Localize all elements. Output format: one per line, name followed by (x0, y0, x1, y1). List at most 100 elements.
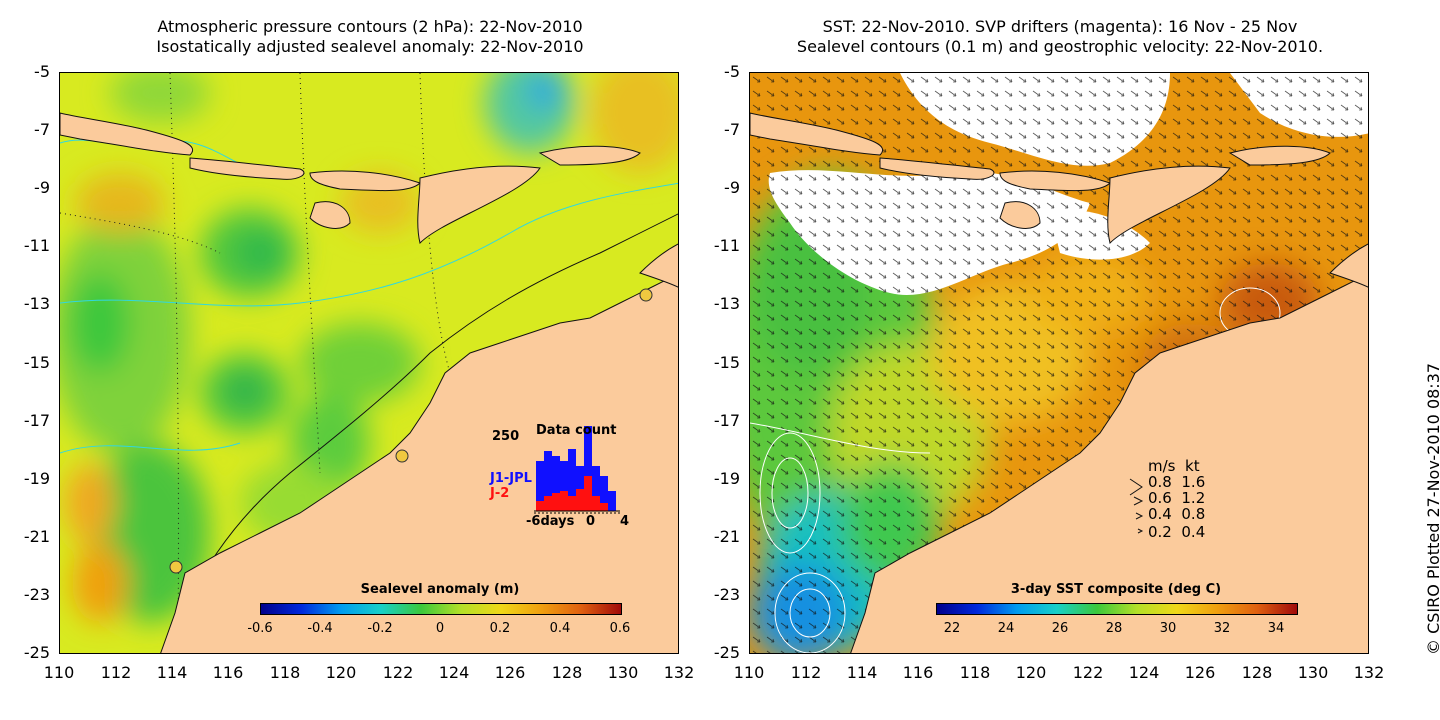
inset-bar-series1 (536, 461, 544, 511)
inset-bar-series2 (592, 496, 600, 511)
inset-bar-series2 (544, 496, 552, 511)
inset-bar-series2 (568, 496, 576, 511)
left-map-title: Atmospheric pressure contours (2 hPa): 2… (60, 17, 680, 57)
left-x-tick: 110 (43, 663, 75, 682)
left-x-tick: 124 (438, 663, 470, 682)
right-x-tick: 118 (959, 663, 991, 682)
right-x-tick: 114 (846, 663, 878, 682)
right-colorbar-label: 30 (1159, 621, 1177, 636)
inset-bar-series1 (568, 449, 576, 511)
left-x-tick: 114 (156, 663, 188, 682)
inset-bar-series1 (560, 461, 568, 511)
inset-x-label-start: -6days (526, 514, 575, 529)
right-colorbar-label: 22 (943, 621, 961, 636)
right-colorbar-label: 28 (1105, 621, 1123, 636)
left-colorbar-label: 0 (435, 621, 445, 636)
sealevel-map-graphic (60, 73, 678, 653)
right-x-tick: 124 (1128, 663, 1160, 682)
inset-title: Data count (536, 423, 617, 438)
inset-bar-series2 (536, 501, 544, 511)
right-x-tick: 128 (1241, 663, 1273, 682)
right-y-tick: -19 (713, 469, 740, 488)
right-y-tick: -15 (713, 353, 740, 372)
right-x-tick: 122 (1072, 663, 1104, 682)
left-colorbar-label: 0.4 (549, 621, 571, 636)
inset-bar-series2 (600, 503, 608, 511)
inset-bar-series1 (608, 491, 616, 511)
inset-y-label: 250 (492, 429, 520, 444)
left-x-tick: 130 (607, 663, 639, 682)
left-x-tick: 112 (100, 663, 132, 682)
right-colorbar-label: 24 (997, 621, 1015, 636)
left-colorbar-label: -0.6 (247, 621, 273, 636)
data-count-inset-chart (534, 426, 620, 514)
right-y-tick: -23 (713, 585, 740, 604)
right-y-tick: -9 (724, 178, 740, 197)
right-y-tick: -5 (724, 62, 740, 81)
velocity-legend-row: 0.6 1.2 (1148, 489, 1206, 507)
right-colorbar-label: 32 (1213, 621, 1231, 636)
copyright-text: © CSIRO Plotted 27-Nov-2010 08:37 (1424, 362, 1440, 655)
right-x-tick: 112 (790, 663, 822, 682)
inset-x-label-end: 4 (620, 514, 630, 529)
right-x-tick: 132 (1353, 663, 1385, 682)
right-x-tick: 130 (1297, 663, 1329, 682)
left-colorbar-label: 0.2 (489, 621, 511, 636)
inset-bar-series1 (544, 451, 552, 511)
left-y-tick: -5 (34, 62, 50, 81)
left-x-tick: 126 (494, 663, 526, 682)
left-x-tick: 116 (212, 663, 244, 682)
inset-series1-label: J1-JPL (490, 471, 532, 486)
inset-bar-series1 (592, 466, 600, 511)
left-colorbar-title: Sealevel anomaly (m) (360, 582, 520, 597)
left-x-tick: 132 (663, 663, 695, 682)
right-y-tick: -11 (713, 236, 740, 255)
left-y-tick: -15 (23, 353, 50, 372)
right-colorbar-label: 34 (1267, 621, 1285, 636)
left-x-tick: 118 (269, 663, 301, 682)
inset-x-label-zero: 0 (586, 514, 596, 529)
left-y-tick: -9 (34, 178, 50, 197)
right-y-tick: -17 (713, 411, 740, 430)
velocity-legend-header: m/s kt (1148, 457, 1200, 475)
left-x-tick: 128 (551, 663, 583, 682)
left-y-tick: -25 (23, 643, 50, 662)
inset-series2-label: J-2 (490, 486, 510, 501)
left-y-tick: -7 (34, 120, 50, 139)
right-y-tick: -13 (713, 294, 740, 313)
right-x-tick: 110 (733, 663, 765, 682)
inset-bar-series1 (576, 466, 584, 511)
right-y-tick: -7 (724, 120, 740, 139)
inset-bar-series2 (584, 476, 592, 511)
right-colorbar-label: 26 (1051, 621, 1069, 636)
left-x-tick: 122 (382, 663, 414, 682)
left-y-tick: -13 (23, 294, 50, 313)
left-y-tick: -19 (23, 469, 50, 488)
left-y-tick: -17 (23, 411, 50, 430)
left-colorbar (260, 603, 622, 615)
right-map-title: SST: 22-Nov-2010. SVP drifters (magenta)… (740, 17, 1380, 57)
left-colorbar-label: 0.6 (609, 621, 631, 636)
left-title-line2: Isostatically adjusted sealevel anomaly:… (156, 37, 584, 56)
sst-map-graphic (750, 73, 1368, 653)
left-colorbar-label: -0.2 (367, 621, 393, 636)
right-y-tick: -21 (713, 527, 740, 546)
inset-bar-series1 (600, 476, 608, 511)
inset-bar-series2 (576, 489, 584, 511)
velocity-legend-row: 0.4 0.8 (1148, 505, 1206, 523)
inset-bar-series2 (552, 493, 560, 511)
sealevel-anomaly-map[interactable]: 250 Data count J1-JPL J-2 -6days 0 4 Sea… (59, 72, 679, 654)
right-colorbar-title: 3-day SST composite (deg C) (1010, 582, 1222, 597)
left-colorbar-label: -0.4 (307, 621, 333, 636)
sst-map[interactable]: m/s kt 0.8 1.6 0.6 1.2 0.4 0.8 0.2 0.4 3… (749, 72, 1369, 654)
left-y-tick: -21 (23, 527, 50, 546)
inset-bar-series2 (560, 491, 568, 511)
right-title-line2: Sealevel contours (0.1 m) and geostrophi… (796, 37, 1324, 56)
right-x-tick: 116 (902, 663, 934, 682)
inset-bar-series1 (584, 426, 592, 511)
left-x-tick: 120 (325, 663, 357, 682)
velocity-legend-row: 0.2 0.4 (1148, 523, 1206, 541)
left-y-tick: -23 (23, 585, 50, 604)
right-x-tick: 120 (1015, 663, 1047, 682)
velocity-legend-row: 0.8 1.6 (1148, 473, 1206, 491)
